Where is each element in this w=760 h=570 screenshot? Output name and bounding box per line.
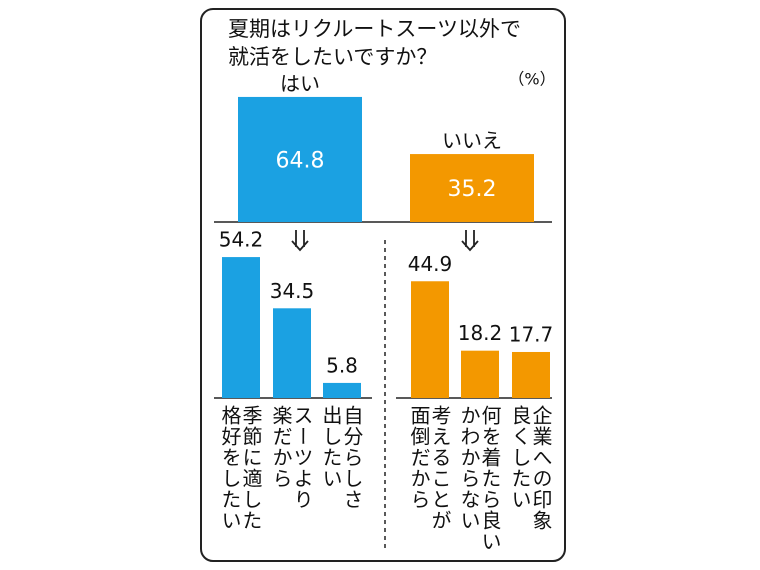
value-label: 34.5 [270, 279, 315, 303]
bar [222, 257, 260, 398]
category-label: かわからない [457, 405, 481, 531]
category-label: 考えることが [428, 405, 452, 531]
arrow [291, 230, 479, 252]
bar [410, 154, 534, 222]
category-label: 季節に適した [239, 405, 263, 531]
category-label: 出したい [319, 405, 343, 489]
category-label: 自分らしさ [340, 405, 364, 510]
category-label: 良くしたい [508, 405, 532, 510]
value-label: 35.2 [448, 177, 497, 202]
unit-label: （%） [508, 70, 555, 89]
category-label: 面倒だから [407, 405, 431, 510]
bar [512, 351, 550, 398]
category-label: 格好をしたい [218, 405, 242, 531]
category-label: 楽だから [269, 405, 293, 489]
value-label: 44.9 [408, 252, 453, 276]
category-label: はい [280, 71, 320, 95]
category-label: 何を着たら良い [478, 405, 502, 552]
bar [411, 281, 449, 398]
value-label: 17.7 [509, 322, 554, 346]
value-label: 18.2 [458, 321, 503, 345]
chart-title: 就活をしたいですか？ [228, 45, 437, 69]
value-label: 54.2 [219, 228, 264, 252]
category-label: スーツより [290, 405, 314, 510]
chart-title: 夏期はリクルートスーツ以外で [228, 17, 521, 41]
category-label: 企業への印象 [529, 405, 553, 531]
value-label: 64.8 [276, 148, 325, 173]
value-label: 5.8 [326, 353, 358, 377]
bar [273, 308, 311, 398]
category-label: いいえ [442, 129, 502, 153]
bar [238, 96, 362, 222]
bar [461, 350, 499, 398]
bar [323, 382, 361, 398]
